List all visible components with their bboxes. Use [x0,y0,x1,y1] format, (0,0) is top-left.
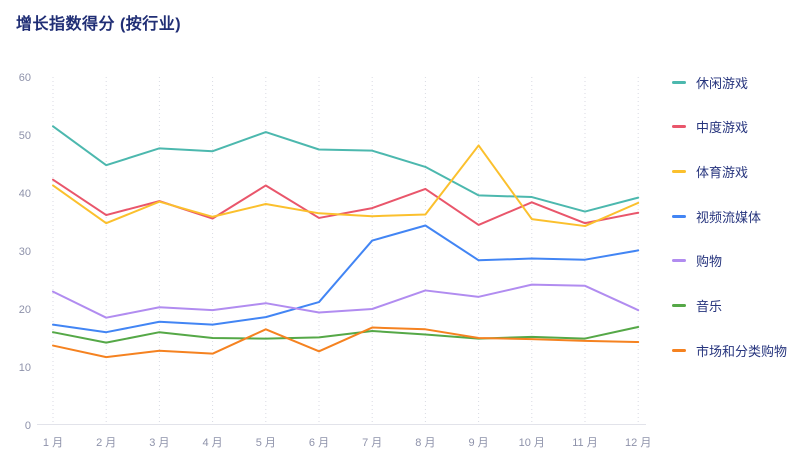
y-axis-label: 40 [19,188,31,200]
legend-label: 中度游戏 [696,120,749,136]
legend-item-music[interactable]: 音乐 [672,292,798,318]
legend-label: 市场和分类购物 [696,343,788,359]
x-axis-label: 12 月 [625,437,651,449]
x-axis-label: 11 月 [572,437,597,449]
x-axis-label: 8 月 [415,437,435,449]
legend-label: 休闲游戏 [696,75,749,91]
series-line-music[interactable] [52,325,640,344]
legend-item-marketplace-classifieds[interactable]: 市场和分类购物 [672,337,798,363]
legend-item-sports-games[interactable]: 体育游戏 [672,158,798,184]
chart-title: 增长指数得分 (按行业) [16,16,182,33]
legend-label: 购物 [696,254,723,270]
y-axis-label: 0 [25,420,31,432]
series-line-casual-games[interactable] [52,125,640,213]
series-line-shopping[interactable] [52,283,640,319]
legend-item-casual-games[interactable]: 休闲游戏 [672,69,798,95]
x-axis-label: 10 月 [519,437,545,449]
series-line-marketplace-classifieds[interactable] [52,326,640,359]
legend-swatch-casual-games [672,80,686,84]
y-axis-label: 10 [19,362,31,374]
legend-label: 视频流媒体 [696,209,762,225]
x-axis-label: 5 月 [256,437,276,449]
x-axis-label: 1 月 [43,437,63,449]
legend-label: 体育游戏 [696,164,749,180]
series-line-sports-games[interactable] [52,144,640,228]
y-axis-label: 60 [19,72,31,84]
series-line-midcore-games[interactable] [52,178,640,226]
legend-swatch-shopping [672,259,686,263]
y-axis-label: 50 [19,130,31,142]
legend-item-midcore-games[interactable]: 中度游戏 [672,114,798,140]
y-axis-label: 20 [19,304,31,316]
legend-swatch-video-streaming [672,214,686,218]
y-axis-label: 30 [19,246,31,258]
x-axis-label: 7 月 [362,437,382,449]
chart-legend: 休闲游戏 中度游戏 体育游戏 视频流媒体 购物 音乐 市场和分类购物 [672,69,798,382]
legend-swatch-marketplace-classifieds [672,348,686,352]
line-chart-plot-area: 1 月 2 月 3 月 4 月 5 月 6 月 7 月 8 月 9 月 10 月 11 月 12 月 0… [19,72,652,449]
legend-item-shopping[interactable]: 购物 [672,248,798,274]
legend-swatch-sports-games [672,169,686,173]
legend-swatch-music [672,303,686,307]
x-axis-label: 3 月 [149,437,169,449]
series-line-video-streaming[interactable] [52,224,640,334]
legend-label: 音乐 [696,298,723,314]
x-axis-label: 2 月 [96,437,116,449]
x-axis-label: 4 月 [203,437,223,449]
legend-item-video-streaming[interactable]: 视频流媒体 [672,203,798,229]
legend-swatch-midcore-games [672,125,686,129]
x-axis-label: 6 月 [309,437,329,449]
x-axis-label: 9 月 [469,437,489,449]
